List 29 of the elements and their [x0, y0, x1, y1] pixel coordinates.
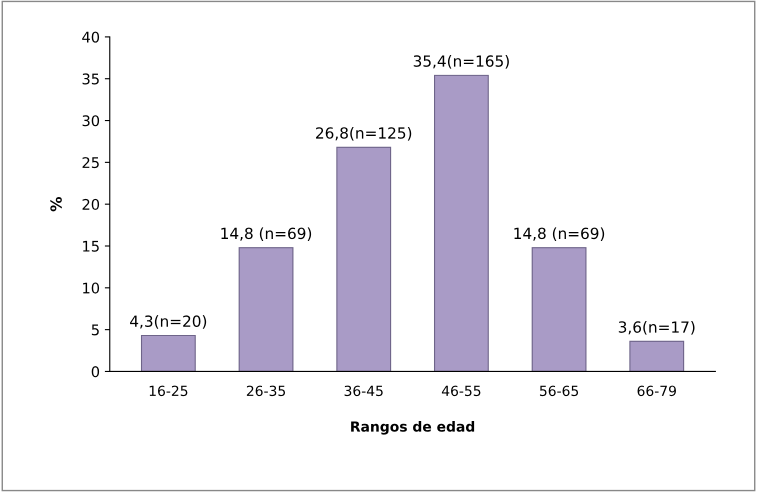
bar — [140, 334, 196, 372]
bar — [532, 247, 586, 372]
data-label: 26,8(n=125) — [316, 126, 412, 141]
x-tick-label: 46-55 — [442, 386, 480, 396]
y-tick-label: 20 — [82, 198, 100, 210]
x-axis-title: Rangos de edad — [351, 421, 474, 435]
y-tick-label: 40 — [82, 32, 100, 43]
bar — [434, 74, 489, 372]
data-label: 35,4(n=165) — [414, 55, 509, 69]
data-label: 14,8 (n=69) — [514, 227, 604, 241]
y-tick-label: 0 — [92, 366, 100, 378]
x-tick-label: 36-45 — [344, 386, 383, 396]
x-tick-label: 16-25 — [150, 386, 188, 396]
x-tick-label: 66-79 — [638, 386, 676, 396]
y-tick-label: 25 — [82, 157, 99, 168]
data-label: 14,8 (n=69) — [221, 227, 312, 241]
x-tick-label: 56-65 — [540, 386, 578, 396]
bar — [336, 146, 392, 372]
y-tick-label: 30 — [82, 115, 100, 126]
y-tick-label: 15 — [83, 240, 99, 252]
data-label: 3,6(n=17) — [618, 321, 695, 335]
data-label: 4,3(n=20) — [130, 315, 206, 329]
y-axis-title: % — [50, 197, 62, 212]
bar — [629, 340, 684, 372]
y-tick-label: 5 — [92, 324, 99, 336]
y-tick-label: 35 — [82, 73, 99, 84]
y-tick-label: 10 — [83, 282, 100, 294]
x-tick-label: 26-35 — [246, 386, 286, 396]
bar — [238, 247, 294, 372]
